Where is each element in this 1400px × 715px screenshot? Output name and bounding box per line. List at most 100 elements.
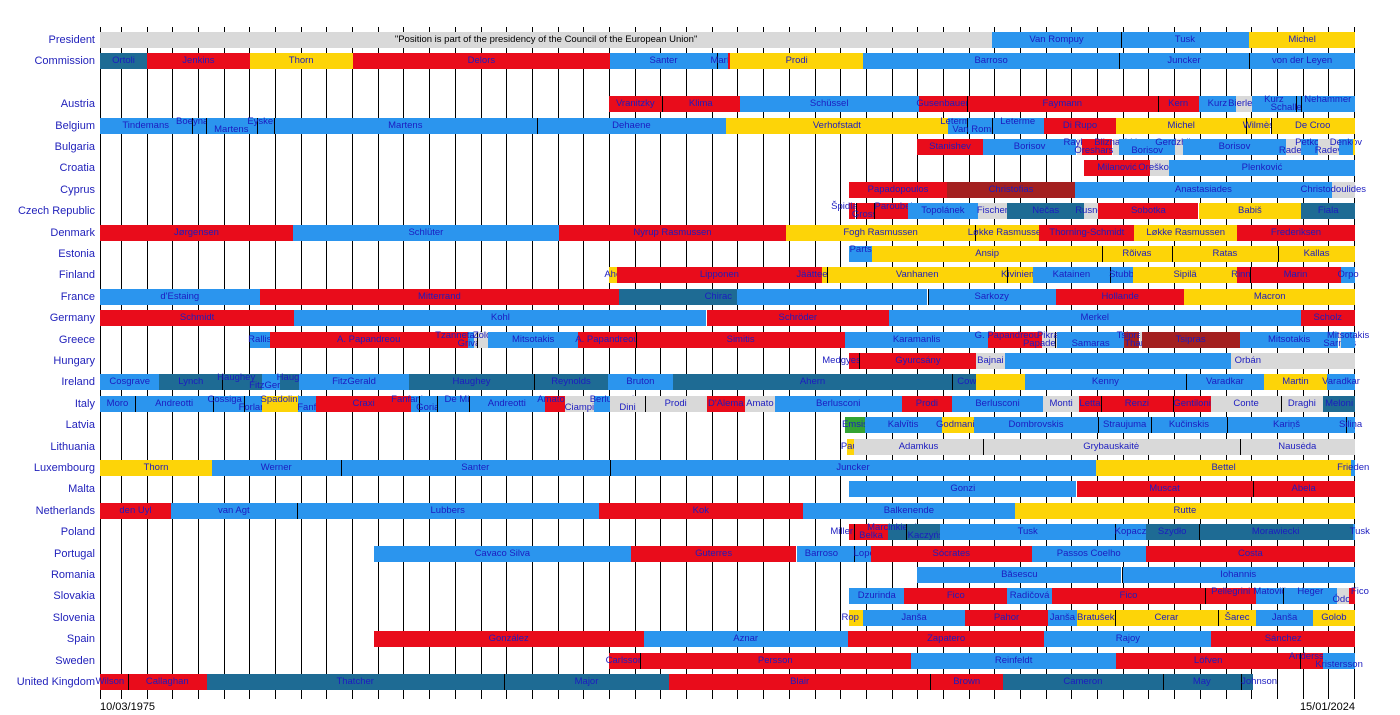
row-label: Spain [66, 633, 95, 646]
timeline-bar [467, 331, 474, 348]
year-gridline [557, 27, 559, 699]
timeline-bar [1116, 652, 1300, 669]
timeline-bar [661, 96, 740, 113]
timeline-bar [964, 609, 1049, 626]
timeline-bar [1145, 524, 1199, 541]
row-label: Poland [60, 526, 95, 539]
timeline-bar [1075, 181, 1332, 198]
timeline-bar [1300, 96, 1355, 113]
timeline-bar [1351, 460, 1355, 476]
timeline-bar [887, 524, 906, 541]
timeline-bar [1249, 267, 1342, 284]
year-gridline [686, 27, 687, 699]
timeline-bar [100, 374, 160, 391]
year-gridline [326, 27, 328, 699]
timeline-bar [1341, 331, 1355, 348]
timeline-bar [1007, 203, 1085, 220]
timeline-bar [1280, 395, 1324, 412]
row-label: Denmark [50, 226, 95, 239]
timeline-bar [578, 331, 636, 348]
timeline-bar [1048, 609, 1077, 626]
timeline-bar [855, 203, 874, 220]
year-gridline [429, 27, 431, 699]
timeline-bar [1230, 353, 1355, 369]
year-gridline [223, 27, 225, 699]
row-label: President [48, 34, 95, 46]
timeline-bar [1133, 267, 1237, 284]
timeline-bar [1264, 374, 1327, 391]
timeline-bar [927, 288, 1056, 305]
timeline-bar [951, 374, 977, 391]
row-label: Greece [58, 333, 95, 346]
timeline-bar [100, 224, 293, 241]
timeline-bar [100, 460, 212, 476]
timeline-bar [1339, 139, 1353, 155]
timeline-bar [352, 53, 611, 70]
timeline-bar [294, 310, 707, 327]
timeline-bar [1236, 96, 1252, 113]
timeline-bar [1300, 310, 1355, 327]
timeline-bar [213, 395, 245, 412]
timeline-bar [373, 545, 631, 562]
timeline-bar [1246, 117, 1271, 134]
timeline-bar [1337, 588, 1349, 605]
timeline-bar [1102, 246, 1172, 262]
timeline-bar [610, 395, 645, 412]
timeline-bar [1134, 224, 1238, 241]
timeline-bar [1239, 331, 1339, 348]
timeline-bar [1331, 181, 1355, 198]
timeline-bar [468, 395, 545, 412]
timeline-bar [100, 288, 260, 305]
row-label: Netherlands [35, 504, 95, 517]
timeline-bar [740, 96, 919, 113]
timeline-bar [849, 481, 1077, 498]
timeline-bar [1211, 631, 1355, 648]
timeline-bar [262, 374, 281, 391]
timeline-bar [941, 417, 974, 434]
timeline-bar [1300, 652, 1324, 669]
row-label: Luxembourg [33, 462, 95, 474]
year-gridline [454, 27, 456, 699]
timeline-bar [918, 96, 967, 113]
timeline-bar [259, 288, 620, 305]
timeline-bar [786, 224, 975, 241]
timeline-bar [1249, 32, 1355, 48]
timeline-bar [845, 417, 865, 434]
timeline-bar [298, 395, 317, 412]
timeline-bar [340, 460, 611, 476]
timeline-bar [796, 545, 855, 562]
year-gridline [737, 27, 739, 699]
timeline-bar [1162, 674, 1241, 690]
timeline-bar [706, 395, 746, 412]
timeline-bar [212, 460, 341, 476]
year-gridline [634, 27, 636, 699]
timeline-bar [1100, 395, 1173, 412]
timeline-bar [593, 395, 611, 412]
timeline-bar [1076, 139, 1083, 155]
row-label: Bulgaria [54, 141, 95, 153]
timeline-bar [1211, 395, 1281, 412]
year-gridline [531, 27, 533, 699]
row-label: Malta [68, 483, 95, 496]
timeline-bar [100, 502, 171, 519]
row-label: Czech Republic [17, 205, 95, 218]
timeline-bar [1205, 588, 1257, 605]
year-gridline [506, 27, 508, 699]
row-label: Estonia [58, 248, 95, 260]
timeline-bar [1043, 117, 1117, 134]
timeline-bar [1226, 417, 1347, 434]
timeline-bar [411, 395, 419, 412]
year-gridline [814, 27, 816, 699]
timeline-bar [316, 395, 412, 412]
timeline-bar [967, 117, 992, 134]
timeline-bar [1249, 53, 1355, 70]
timeline-bar [1283, 588, 1338, 605]
row-label: Croatia [59, 162, 95, 175]
timeline-bar [774, 395, 902, 412]
timeline-bar [100, 117, 192, 134]
timeline-bar [975, 224, 1040, 241]
year-gridline [300, 27, 302, 699]
year-gridline [608, 27, 610, 699]
timeline-bar [905, 524, 941, 541]
timeline-bar [917, 567, 1122, 583]
